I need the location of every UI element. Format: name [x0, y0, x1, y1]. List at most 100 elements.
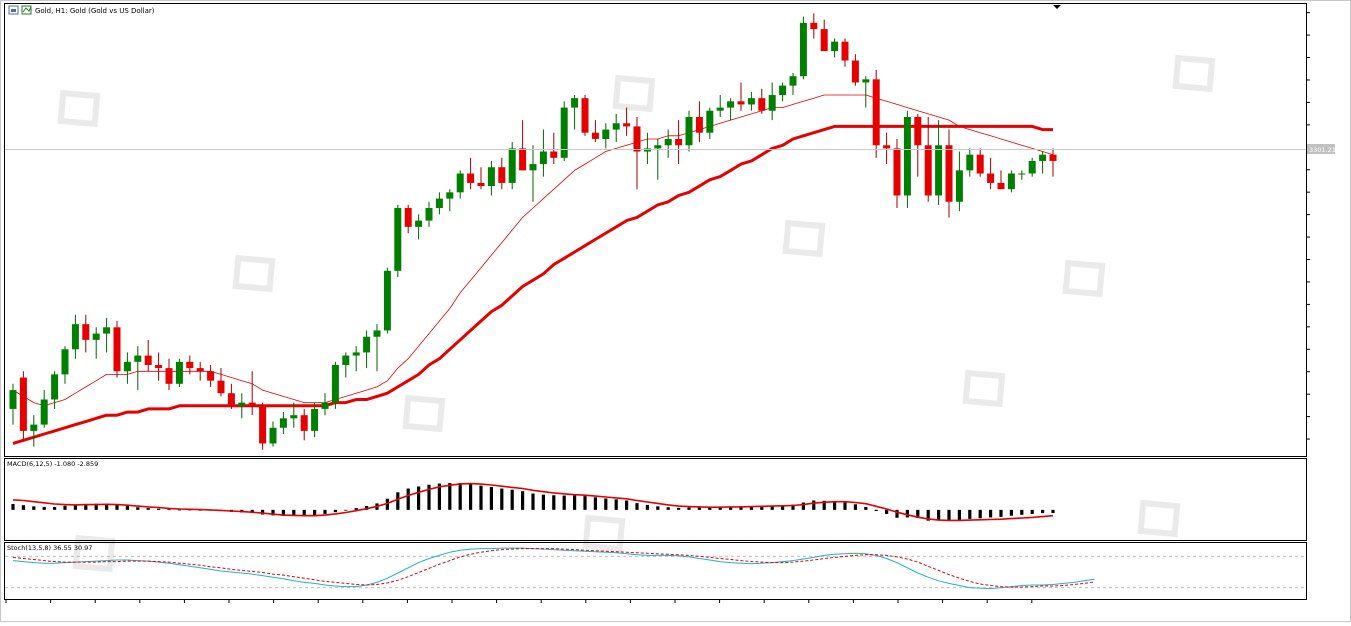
candle [446, 189, 454, 212]
candle-body [695, 117, 703, 133]
macd-bar [968, 509, 972, 519]
candle [841, 38, 849, 67]
macd-bar [500, 488, 504, 510]
candle [810, 13, 818, 39]
candle [300, 408, 308, 441]
candle [571, 95, 579, 130]
macd-bar [760, 505, 764, 510]
candle [654, 138, 662, 180]
candle-body [487, 167, 495, 187]
candle-body [945, 145, 953, 202]
candle [1007, 170, 1015, 193]
candle-body [103, 327, 111, 334]
candle [61, 346, 69, 384]
candle [716, 95, 724, 117]
macd-bar [84, 504, 88, 510]
candle-body [134, 355, 142, 362]
macd-bar [354, 508, 358, 510]
candle [737, 82, 745, 111]
macd-bar [489, 487, 493, 510]
macd-bar [957, 509, 961, 521]
chart-header[interactable]: Gold, H1: Gold (Gold vs US Dollar) [8, 5, 155, 15]
candle [279, 412, 287, 435]
candle-body [477, 182, 485, 187]
macd-bar [157, 508, 161, 510]
macd-bar [593, 497, 597, 510]
watermark [1062, 259, 1106, 298]
candle [955, 151, 963, 212]
macd-bar [812, 500, 816, 510]
shift-marker-icon[interactable] [1053, 5, 1061, 9]
macd-bar [978, 509, 982, 519]
macd-bar [885, 509, 889, 514]
watermark-logo-shape [1172, 54, 1216, 93]
macd-bar [448, 482, 452, 510]
candle-body [935, 145, 943, 196]
candle-body [539, 151, 547, 165]
candle-body [331, 364, 339, 403]
candle [831, 38, 839, 58]
candle-body [383, 270, 391, 331]
candle-body [966, 154, 974, 171]
macd-bar [770, 505, 774, 510]
candle [789, 73, 797, 96]
candle [851, 54, 859, 86]
candle-body [82, 324, 90, 340]
candle [539, 129, 547, 177]
candle-body [779, 85, 787, 96]
macd-histogram [11, 482, 1055, 521]
candle-body [342, 355, 350, 365]
candle [196, 361, 204, 381]
watermark-logo-shape [402, 394, 446, 433]
candle-body [675, 138, 683, 146]
macd-bar [697, 507, 701, 510]
candle [1018, 170, 1026, 180]
watermark [582, 514, 626, 553]
candle [487, 160, 495, 196]
watermark-logo-shape [1137, 499, 1181, 538]
candle-body [40, 399, 48, 425]
macd-bar [791, 504, 795, 510]
candle [467, 157, 475, 190]
candle-body [581, 98, 589, 133]
candle [394, 204, 402, 278]
candle [155, 352, 163, 381]
macd-bar [302, 509, 306, 516]
candle-body [196, 368, 204, 372]
candle-body [1018, 173, 1026, 175]
time-axis [5, 600, 1033, 603]
macd-bar [583, 496, 587, 510]
stoch-pane-border [4, 542, 1307, 600]
candle-body [799, 22, 807, 77]
macd-bar [167, 509, 171, 511]
macd-bar [916, 509, 920, 519]
macd-bar [666, 507, 670, 510]
macd-bar [895, 509, 899, 518]
candle [238, 393, 246, 419]
candle-body [123, 361, 131, 372]
candle [19, 371, 27, 441]
candle [695, 101, 703, 143]
candle-body [290, 415, 298, 419]
macd-bar [614, 499, 618, 510]
macd-bar [32, 506, 36, 510]
candle [987, 157, 995, 190]
macd-bar [146, 508, 150, 510]
candle [706, 107, 714, 139]
candle [352, 346, 360, 372]
candle [924, 117, 932, 202]
candle-body [498, 167, 506, 183]
macd-bar [63, 505, 67, 510]
candle [123, 352, 131, 384]
candle-body [768, 95, 776, 111]
candle-body [61, 349, 69, 375]
candle-body [1007, 173, 1015, 190]
watermark [402, 394, 446, 433]
macd-bar [843, 502, 847, 510]
macd-bar [999, 509, 1003, 517]
candle-body [1039, 154, 1047, 161]
candle-body [602, 129, 610, 139]
candle-body [113, 327, 121, 372]
candle-body [425, 208, 433, 221]
